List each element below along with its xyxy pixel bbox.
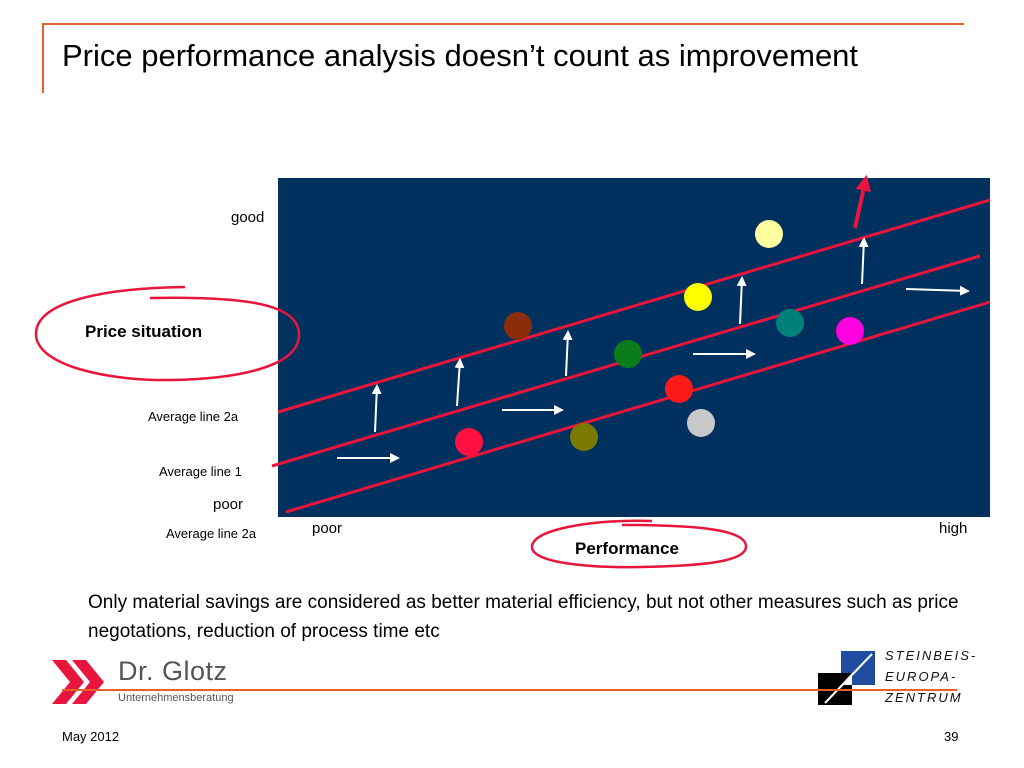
price-situation-ellipse [34, 285, 301, 382]
steinbeis-logo-diagonal [841, 673, 852, 685]
dr-glotz-logo-name: Dr. Glotz [118, 656, 228, 686]
dot-light-yellow [755, 220, 783, 248]
steinbeis-logo-text: STEINBEIS- EUROPA- ZENTRUM [885, 645, 977, 708]
y-axis-bottom-label: poor [213, 496, 244, 513]
average-line-upper-label: Average line 2a [148, 409, 239, 424]
x-axis-title: Performance [575, 539, 679, 558]
dot-teal [776, 309, 804, 337]
arrow-right-4 [905, 285, 970, 296]
steinbeis-line-3: ZENTRUM [885, 690, 963, 705]
steinbeis-line-2: EUROPA- [885, 669, 958, 684]
dot-magenta [836, 317, 864, 345]
title-rule-top [42, 23, 964, 25]
footer-page-number: 39 [944, 729, 959, 744]
arrow-up-2 [454, 358, 465, 407]
dot-red-2 [665, 375, 693, 403]
arrow-up-3 [562, 330, 573, 377]
title-rule-left [42, 23, 44, 93]
dr-glotz-logo-mark [52, 660, 104, 704]
highlight-arrow [853, 174, 872, 229]
steinbeis-logo-line [824, 653, 873, 704]
slide-title: Price performance analysis doesn’t count… [62, 38, 859, 73]
arrow-up-1 [371, 384, 382, 433]
footer-date: May 2012 [62, 729, 120, 744]
x-axis-left-label: poor [312, 520, 343, 537]
steinbeis-line-1: STEINBEIS- [885, 648, 978, 663]
dot-yellow [684, 283, 712, 311]
dr-glotz-logo-sub: Unternehmensberatung [118, 692, 234, 704]
y-axis-top-label: good [231, 209, 265, 226]
arrow-up-5 [858, 237, 869, 285]
performance-ellipse [530, 519, 748, 569]
dot-olive [570, 423, 598, 451]
slide-note: Only material savings are considered as … [88, 592, 959, 642]
average-line-lower-label: Average line 2a [166, 526, 257, 541]
dot-green [614, 340, 642, 368]
arrow-up-4 [736, 276, 747, 325]
dot-grey [687, 409, 715, 437]
dot-brown [504, 312, 532, 340]
y-axis-title: Price situation [85, 322, 203, 341]
average-line-upper [277, 198, 991, 414]
x-axis-right-label: high [939, 520, 968, 537]
logo-rule [62, 689, 957, 691]
dot-red [455, 428, 483, 456]
average-line-middle-label: Average line 1 [159, 464, 242, 479]
average-line-lower [285, 300, 991, 514]
